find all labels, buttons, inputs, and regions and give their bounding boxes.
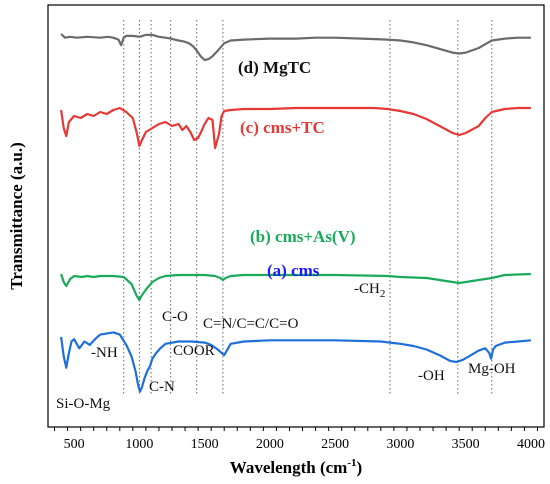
annotation-multi-bond: C=N/C=C/C=O xyxy=(203,316,299,332)
series-line-0 xyxy=(60,33,531,62)
series-label-cms: (a) cms xyxy=(267,261,320,280)
x-tick-label: 2000 xyxy=(256,437,284,452)
series-label-cms-asv: (b) cms+As(V) xyxy=(250,227,356,246)
plot-frame xyxy=(47,4,545,428)
x-tick-label: 1500 xyxy=(191,437,219,452)
x-axis: 500 1000 1500 2000 2500 3000 3500 4000 xyxy=(54,427,545,452)
x-tick-label: 2500 xyxy=(321,437,349,452)
annotation-si-o-mg: Si-O-Mg xyxy=(56,396,111,412)
series-line-3 xyxy=(60,331,532,393)
x-tick-label: 1000 xyxy=(125,437,153,452)
series-label-mgtc: (d) MgTC xyxy=(238,58,311,77)
annotation-nh: -NH xyxy=(91,345,118,361)
annotation-ch2: -CH2 xyxy=(354,281,385,300)
x-tick-label: 3500 xyxy=(452,437,480,452)
annotation-c-o: C-O xyxy=(162,309,188,325)
series-layer xyxy=(60,33,532,393)
x-tick-label: 500 xyxy=(64,437,85,452)
annotation-mg-oh: Mg-OH xyxy=(468,361,516,377)
reference-lines xyxy=(123,20,493,395)
x-tick-label: 4000 xyxy=(517,437,545,452)
x-tick-label: 3000 xyxy=(386,437,414,452)
series-line-1 xyxy=(60,106,531,150)
y-axis-label: Transmittance (a.u.) xyxy=(7,142,26,289)
annotation-oh: -OH xyxy=(418,368,445,384)
annotation-coor: COOR xyxy=(173,343,215,359)
x-axis-label: Wavelength (cm-1) xyxy=(230,457,362,477)
series-label-cms-tc: (c) cms+TC xyxy=(240,118,325,137)
annotation-c-n: C-N xyxy=(149,379,175,395)
series-line-2 xyxy=(60,272,531,302)
